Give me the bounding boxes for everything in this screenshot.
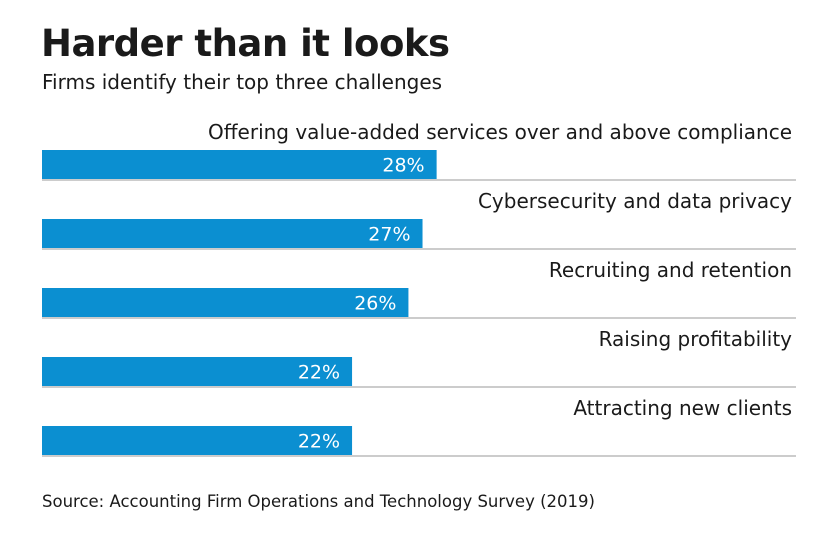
category-label: Recruiting and retention <box>549 258 792 282</box>
category-label: Attracting new clients <box>573 396 792 420</box>
value-label: 22% <box>298 431 340 453</box>
value-label: 27% <box>368 224 410 246</box>
value-label: 26% <box>354 293 396 315</box>
bar <box>42 426 353 455</box>
bar <box>42 150 437 179</box>
category-label: Cybersecurity and data privacy <box>478 189 792 213</box>
chart-subtitle: Firms identify their top three challenge… <box>42 70 443 94</box>
category-label: Raising profitability <box>599 327 793 351</box>
category-label: Offering value-added services over and a… <box>208 120 792 144</box>
bar-chart: Offering value-added services over and a… <box>42 120 796 457</box>
bar <box>42 288 409 317</box>
chart-title: Harder than it looks <box>41 22 450 65</box>
source-note: Source: Accounting Firm Operations and T… <box>42 492 595 511</box>
bar <box>42 219 423 248</box>
bar <box>42 357 353 386</box>
value-label: 28% <box>382 155 424 177</box>
value-label: 22% <box>298 362 340 384</box>
